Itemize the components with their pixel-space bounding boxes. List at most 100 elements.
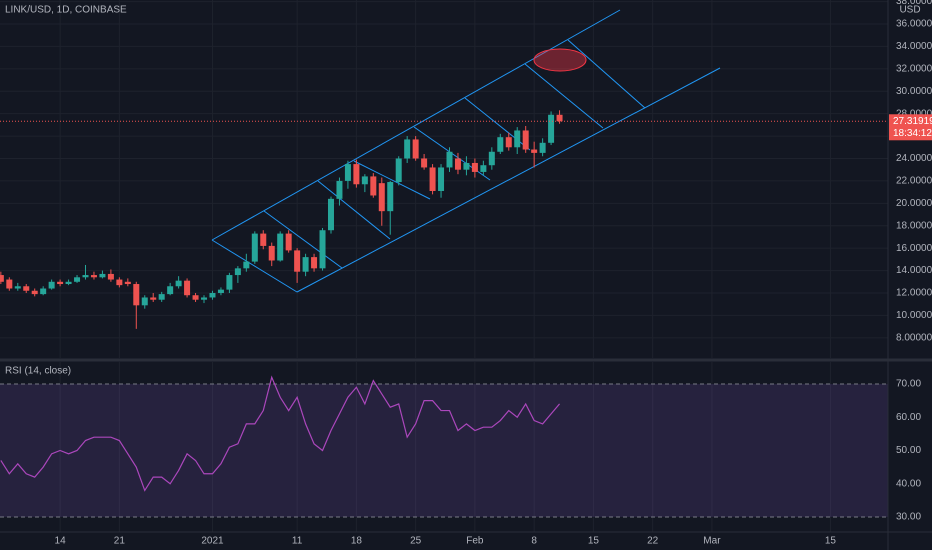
- candle-body: [480, 165, 487, 172]
- candle-body: [65, 281, 72, 285]
- candle-body: [522, 130, 529, 150]
- candle-body: [505, 137, 512, 148]
- x-tick-label: 18: [351, 536, 363, 547]
- rsi-band: [0, 383, 888, 518]
- candle-body: [311, 257, 318, 269]
- x-tick-label: 15: [588, 536, 600, 547]
- candle-body: [251, 233, 258, 262]
- x-tick-label: 22: [647, 536, 659, 547]
- channel-divider: [524, 63, 604, 129]
- y-tick-label: 16.00000: [896, 243, 932, 254]
- candle-body: [133, 284, 140, 306]
- candle-body: [539, 142, 546, 153]
- y-tick-label: 14.00000: [896, 265, 932, 276]
- candle-body: [327, 198, 334, 231]
- candle-body: [184, 280, 191, 296]
- candle-body: [463, 162, 470, 170]
- y-tick-label: 60.00: [896, 412, 921, 423]
- candle-body: [57, 281, 64, 285]
- y-tick-label: 18.00000: [896, 220, 932, 231]
- y-tick-label: 30.00: [896, 512, 921, 523]
- grid: [0, 0, 888, 532]
- x-tick-label: 14: [55, 536, 67, 547]
- y-tick-label: 20.00000: [896, 198, 932, 209]
- candle-body: [260, 233, 267, 246]
- x-tick-label: 15: [825, 536, 837, 547]
- highlight-ellipse: [533, 48, 587, 72]
- candle-body: [14, 286, 21, 289]
- candle-body: [150, 297, 157, 300]
- channel-lower: [296, 67, 721, 293]
- candle-body: [319, 230, 326, 269]
- candle-body: [353, 164, 360, 185]
- candle-body: [167, 286, 174, 295]
- x-tick-label: 2021: [201, 536, 224, 547]
- y-tick-label: 36.00000: [896, 19, 932, 30]
- channel-drawing: [211, 9, 721, 293]
- candle-body: [421, 158, 428, 168]
- candle-body: [192, 295, 199, 300]
- candle-body: [361, 176, 368, 185]
- candle-body: [412, 139, 419, 159]
- y-tick-label: 8.00000: [896, 332, 932, 343]
- chart-title: LINK/USD, 1D, COINBASE: [5, 5, 127, 16]
- y-tick-label: 28.00000: [896, 108, 932, 119]
- candle-body: [116, 279, 123, 286]
- candle-body: [446, 151, 453, 168]
- rsi-line: [0, 375, 561, 492]
- x-tick-label: Feb: [466, 536, 484, 547]
- x-tick-label: 21: [114, 536, 126, 547]
- channel-divider: [317, 180, 391, 240]
- candle-body: [454, 158, 461, 170]
- marks: [0, 110, 888, 492]
- y-tick-label: 24.00000: [896, 153, 932, 164]
- candle-body: [217, 289, 224, 293]
- candle-body: [471, 162, 478, 172]
- candle-body: [234, 268, 241, 276]
- candle-body: [74, 277, 81, 282]
- y-tick-label: 10.00000: [896, 310, 932, 321]
- candle-body: [277, 233, 284, 261]
- candle-body: [531, 149, 538, 153]
- candle-body: [556, 114, 563, 122]
- candle-body: [31, 290, 38, 295]
- candle-body: [6, 279, 13, 289]
- candle-body: [378, 183, 385, 212]
- candle-body: [514, 130, 521, 148]
- candle-body: [99, 273, 106, 278]
- x-tick-label: 11: [292, 536, 303, 547]
- candle-body: [404, 139, 411, 159]
- y-tick-label: 40.00: [896, 478, 921, 489]
- x-tick-label: 25: [410, 536, 422, 547]
- candle-body: [107, 273, 114, 280]
- candle-body: [90, 275, 97, 278]
- labels: 14 21 2021 11 18 25 Feb 8 15 22 Mar 15 8.00000 10.000…: [55, 0, 932, 547]
- candle-body: [268, 245, 275, 261]
- candle-body: [201, 297, 208, 300]
- indicator-title: RSI (14, close): [5, 366, 71, 377]
- candle-body: [82, 275, 89, 278]
- candle-body: [243, 261, 250, 269]
- candle-body: [23, 286, 30, 291]
- y-tick-label: 50.00: [896, 445, 921, 456]
- candle-body: [175, 280, 182, 287]
- y-unit: USD: [899, 5, 920, 16]
- channel-divider: [567, 39, 646, 109]
- y-tick-label: 22.00000: [896, 176, 932, 187]
- candle-body: [48, 281, 55, 289]
- channel-upper: [211, 9, 621, 241]
- candle-body: [395, 158, 402, 183]
- x-tick-label: 8: [531, 536, 537, 547]
- candle-body: [497, 137, 504, 152]
- candle-body: [124, 281, 131, 285]
- y-tick-label: 34.00000: [896, 41, 932, 52]
- channel-divider: [353, 160, 431, 200]
- candle-body: [40, 288, 47, 295]
- candle-body: [336, 180, 343, 199]
- candle-body: [370, 176, 377, 196]
- candle-body: [294, 250, 301, 272]
- y-tick-label: 38.00000: [896, 0, 932, 7]
- y-tick-label: 12.00000: [896, 288, 932, 299]
- candle-body: [548, 114, 555, 143]
